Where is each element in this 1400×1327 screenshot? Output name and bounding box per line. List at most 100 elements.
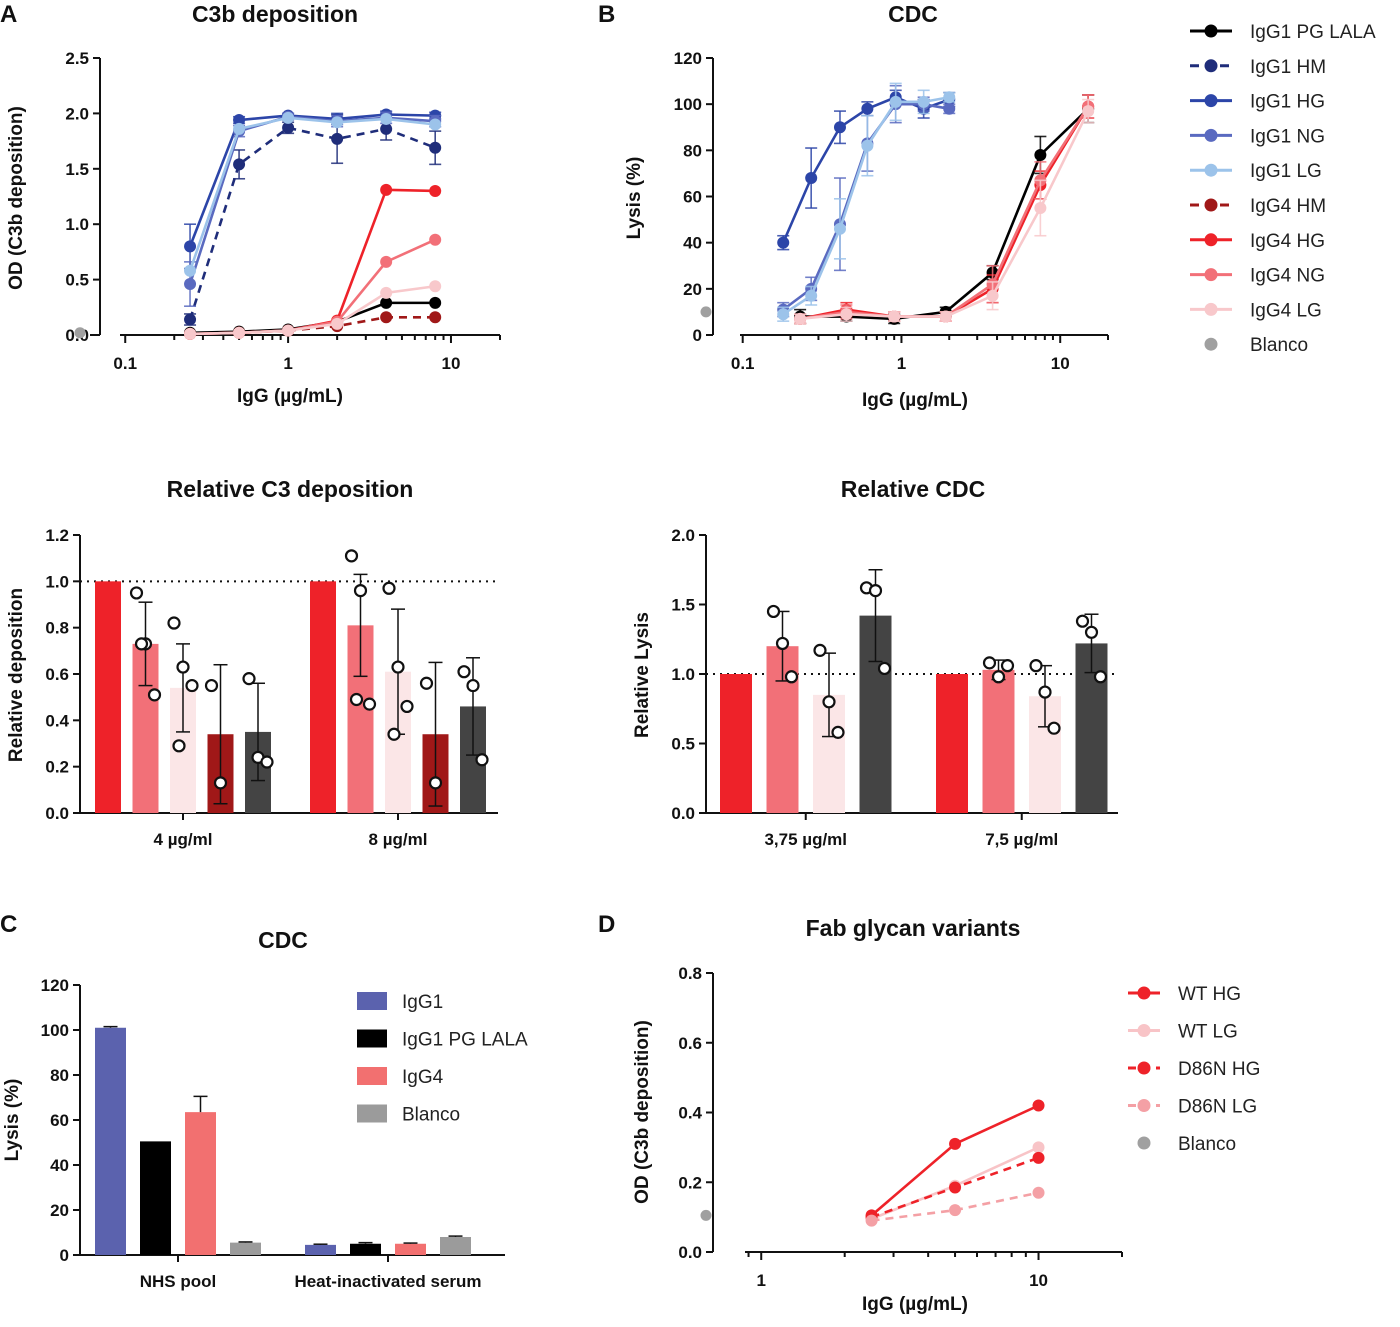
b-top-igg4-lg-point	[888, 310, 901, 323]
legend-b-label-igg4-lg: IgG4 LG	[1250, 300, 1322, 321]
a-top-igg4-ng-point	[380, 255, 393, 268]
a-bottom-data-point	[344, 549, 359, 563]
legend-b-marker-igg4-hg	[1204, 233, 1218, 247]
b-top-y-tick-label: 60	[683, 188, 702, 207]
legend-b-label-igg1-pg-lala: IgG1 PG LALA	[1250, 22, 1376, 43]
a-top-igg1-ng-point	[184, 278, 197, 291]
b-bottom-y-tick-label: 2.0	[671, 526, 695, 545]
a-top-igg1-lg-line	[188, 116, 436, 272]
b-top-igg1-lg-point	[805, 289, 818, 302]
b-bottom-data-point	[1029, 659, 1043, 673]
relative-cdc-chart: Relative CDC Relative Lysis 0.0 0.5 1.0 1.5 2.…	[632, 476, 1118, 849]
b-top-igg1-lg-point	[917, 95, 930, 108]
panel-letter-b: B	[598, 1, 615, 28]
a-bottom-data-point	[260, 755, 274, 769]
b-bottom-data-point	[877, 661, 892, 676]
legend-d-marker-d86n-lg	[1137, 1099, 1151, 1112]
b-bottom-data-point	[868, 583, 883, 598]
a-top-y-tick-label: 0.5	[65, 271, 89, 290]
b-top-y-tick-label: 40	[683, 234, 702, 253]
cdc-bar-chart: CDC Lysis (%) 0 20 40 60 80 100 120 NHS pool Heat-…	[2, 927, 505, 1291]
c-x-tick-label: NHS pool	[140, 1272, 217, 1291]
b-bottom-data-point	[766, 604, 781, 619]
a-top-igg4-hg-point	[380, 183, 393, 196]
legend-c-label-blanco: Blanco	[402, 1105, 460, 1126]
a-top-x-axis-label: IgG (µg/mL)	[237, 386, 343, 407]
d-d86n-hg-point	[949, 1181, 962, 1194]
legend-b-label-igg1-hg: IgG1 HG	[1250, 92, 1325, 113]
a-bottom-x-tick-label: 4 µg/ml	[154, 830, 213, 849]
a-top-igg1-pg-lala-point	[380, 296, 393, 309]
a-bottom-data-point	[362, 697, 377, 711]
legend-b-label-igg4-hg: IgG4 HG	[1250, 231, 1325, 252]
c-title: CDC	[258, 927, 308, 953]
c-y-tick-label: 40	[50, 1156, 69, 1175]
c-bar-igg4	[395, 1243, 426, 1255]
a-top-igg4-lg-point	[282, 324, 295, 337]
a-bottom-data-point	[167, 616, 181, 630]
a-top-x-tick-label: 10	[442, 354, 461, 373]
a-top-x-tick-label: 0.1	[113, 354, 137, 373]
a-top-y-tick-label: 1.5	[65, 160, 89, 179]
a-top-igg1-lg-point	[282, 111, 295, 124]
b-top-igg1-lg-line	[782, 95, 950, 316]
a-bottom-data-point	[419, 676, 434, 690]
b-bottom-data-point	[1084, 625, 1099, 639]
a-top-x-tick-label: 1	[283, 354, 292, 373]
c-y-tick-label: 60	[50, 1111, 69, 1130]
b-bottom-bar-igg4-ng	[982, 669, 1015, 813]
d-y-tick-label: 0.6	[678, 1034, 702, 1053]
relative-c3-deposition-chart: Relative C3 deposition Relative depositio…	[6, 476, 498, 849]
a-top-igg4-ng-line	[190, 238, 436, 336]
a-bottom-y-tick-label: 0.6	[45, 665, 69, 684]
a-top-igg4-lg-point	[380, 286, 393, 299]
a-bottom-data-point	[176, 660, 190, 674]
panel-letter-c: C	[0, 911, 17, 938]
a-bottom-data-point	[129, 586, 144, 600]
cdc-line-chart: CDC Lysis (%) 0 20 40 60 80 100 120 0.1 1 10 IgG (µg…	[624, 1, 1109, 411]
d-x-tick-label: 1	[756, 1271, 765, 1290]
d-wt-lg-point	[1032, 1141, 1045, 1154]
a-bottom-data-point	[466, 678, 480, 693]
a-bottom-data-point	[185, 678, 199, 693]
b-top-blanco-point	[700, 306, 712, 318]
legend-b-label-blanco: Blanco	[1250, 335, 1308, 356]
d-y-tick-label: 0.2	[678, 1173, 702, 1192]
b-top-x-tick-label: 0.1	[731, 354, 755, 373]
c-bar-blanco	[230, 1242, 261, 1255]
b-bottom-data-point	[1075, 614, 1090, 628]
legend-b-marker-igg1-hg	[1204, 94, 1218, 108]
b-bottom-data-point	[1000, 659, 1015, 673]
b-bottom-x-tick-label: 7,5 µg/ml	[985, 830, 1058, 849]
b-top-igg1-hg-line	[782, 95, 950, 244]
b-top-y-tick-label: 100	[674, 95, 702, 114]
a-bottom-y-tick-label: 0.2	[45, 758, 69, 777]
legend-cdc-bars: IgG1 IgG1 PG LALA IgG4 Blanco	[357, 992, 528, 1126]
legend-d-marker-blanco	[1137, 1136, 1151, 1150]
a-top-igg1-hm-point	[233, 158, 246, 171]
a-bottom-bar-igg4-hg	[95, 581, 121, 813]
d-d86n-lg-point	[1032, 1186, 1045, 1199]
legend-b-marker-igg1-lg	[1204, 163, 1218, 177]
b-top-igg1-lg-point	[833, 222, 846, 235]
legend-d-label-d86n-hg: D86N HG	[1178, 1059, 1260, 1080]
a-bottom-x-tick-label: 8 µg/ml	[369, 830, 428, 849]
legend-b-label-igg1-hm: IgG1 HM	[1250, 57, 1326, 78]
a-top-igg4-lg-line	[190, 284, 436, 336]
a-bottom-data-point	[457, 665, 471, 679]
b-top-igg4-lg-point	[1034, 202, 1047, 215]
a-top-igg4-hm-point	[380, 311, 393, 324]
b-bottom-y-axis-label: Relative Lysis	[632, 612, 653, 738]
legend-c-label-igg4: IgG4	[402, 1067, 444, 1088]
a-top-igg1-lg-point	[380, 112, 393, 125]
b-bottom-data-point	[991, 670, 1006, 684]
a-bottom-data-point	[391, 660, 405, 674]
b-bottom-data-point	[831, 725, 845, 739]
legend-c-swatch-igg4	[357, 1067, 387, 1085]
legend-b-marker-blanco	[1204, 337, 1218, 351]
b-top-igg4-lg-point	[1082, 105, 1095, 118]
a-bottom-data-point	[242, 672, 256, 686]
b-top-igg1-lg-point	[777, 308, 790, 321]
a-top-igg1-ng-line	[188, 115, 436, 285]
a-top-igg4-lg-point	[331, 317, 344, 330]
